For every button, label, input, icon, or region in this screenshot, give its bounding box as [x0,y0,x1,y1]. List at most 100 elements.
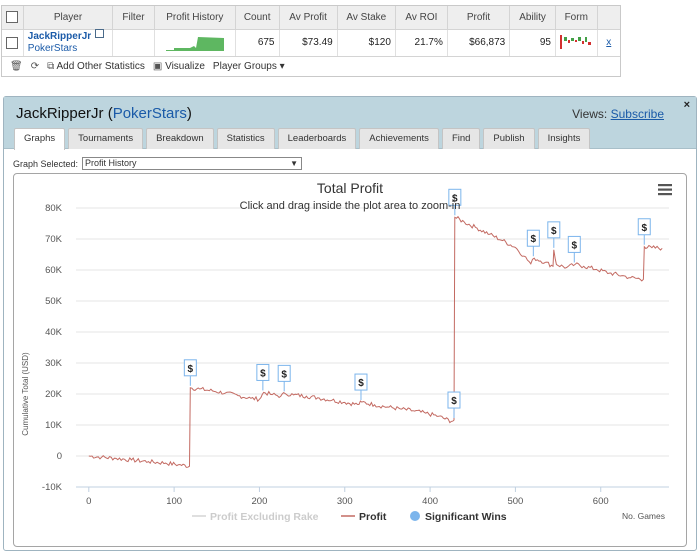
y-tick-label: 80K [45,203,63,214]
close-icon[interactable]: × [683,99,690,111]
subscribe-link[interactable]: Subscribe [610,107,664,121]
views-area: Views: Subscribe [572,107,664,121]
x-tick-label: 600 [593,496,609,507]
form-bars-chart [560,35,592,49]
panel-title: JackRipperJr (PokerStars) [16,105,192,122]
tab-insights[interactable]: Insights [537,128,591,149]
chart-menu-icon[interactable] [658,184,672,196]
profit-series-line [88,215,663,468]
player-groups-dropdown[interactable]: Player Groups ▾ [213,61,285,72]
graph-select-dropdown[interactable]: Profit History ▼ [82,157,303,170]
legend-item-profit[interactable]: Profit [341,511,387,523]
count-cell: 675 [235,29,280,57]
significant-win-marker[interactable]: $ [277,364,291,392]
player-site-link[interactable]: PokerStars [27,42,78,54]
panel-title-site-link[interactable]: PokerStars [112,105,187,122]
chart-container[interactable]: -10K 0 10K 20K 30K 40K 50K 60K 70K 80K 0 100 200 300… [13,173,687,547]
y-axis-label: Cumulative Total (USD) [21,352,30,436]
add-stats-button[interactable]: ⧉ Add Other Statistics [47,61,145,72]
y-tick-label: 30K [45,358,63,369]
tab-leaderboards[interactable]: Leaderboards [277,128,357,149]
select-all-header[interactable] [2,6,24,30]
x-axis-label: No. Games [622,511,665,521]
chart-subtitle: Click and drag inside the plot area to z… [240,200,461,212]
legend-label-excluding-rake: Profit Excluding Rake [210,511,319,523]
panel-tabs: Graphs Tournaments Breakdown Statistics … [14,128,591,150]
legend-item-excluding-rake[interactable]: Profit Excluding Rake [192,511,319,523]
remove-row-link[interactable]: x [606,37,612,48]
significant-win-label: $ [452,193,458,204]
delete-icon[interactable]: 🗑 [10,61,23,72]
col-av-profit[interactable]: Av Profit [279,6,338,30]
y-tick-label: -10K [42,482,63,493]
x-tick-label: 0 [86,496,91,507]
significant-win-marker[interactable]: $ [447,391,461,419]
add-stats-label: Add Other Statistics [56,61,145,72]
significant-win-label: $ [260,368,266,379]
significant-win-marker[interactable]: $ [567,235,581,263]
select-all-checkbox[interactable] [6,11,19,24]
col-av-stake[interactable]: Av Stake [337,6,396,30]
y-tick-label: 0 [57,451,62,462]
significant-win-label: $ [641,223,647,234]
col-ability[interactable]: Ability [509,6,556,30]
row-checkbox[interactable] [6,36,19,49]
significant-win-marker[interactable]: $ [256,363,270,391]
significant-win-marker[interactable]: $ [183,359,197,386]
sparkline-chart [165,37,224,51]
profit-history-sparkline[interactable] [154,29,236,57]
graph-selector: Graph Selected: Profit History ▼ [13,157,303,170]
profit-chart[interactable]: -10K 0 10K 20K 30K 40K 50K 60K 70K 80K 0 100 200 300… [14,174,686,546]
tab-graphs[interactable]: Graphs [14,128,66,150]
col-form[interactable]: Form [555,6,598,30]
legend-label-significant-wins: Significant Wins [425,511,507,523]
player-summary-table: Player Filter Profit History Count Av Pr… [1,5,621,77]
player-name-link[interactable]: JackRipperJr [27,30,92,42]
row-checkbox-cell[interactable] [2,29,24,57]
player-groups-label: Player Groups [212,61,277,72]
filter-cell[interactable] [112,29,155,57]
refresh-icon[interactable]: ⟳ [30,61,40,72]
summary-toolbar: 🗑 ⟳ ⧉ Add Other Statistics ▣ Visualize P… [2,57,620,77]
chart-legend: Profit Excluding Rake Profit Significant… [192,511,507,523]
legend-item-significant-wins[interactable]: Significant Wins [410,511,507,523]
significant-win-label: $ [358,378,364,389]
tab-find[interactable]: Find [441,128,481,149]
significant-win-marker[interactable]: $ [354,373,368,401]
col-player[interactable]: Player [23,6,114,30]
av-roi-cell: 21.7% [395,29,448,57]
views-label: Views: [572,107,608,121]
chevron-down-icon: ▼ [290,159,299,168]
tab-achievements[interactable]: Achievements [359,128,439,149]
player-profile-icon[interactable] [95,29,105,39]
form-cell [555,29,598,57]
col-count[interactable]: Count [235,6,280,30]
tab-publish[interactable]: Publish [483,128,535,149]
y-tick-label: 60K [45,265,63,276]
tab-tournaments[interactable]: Tournaments [68,128,144,149]
col-remove [597,6,620,30]
visualize-label: Visualize [165,61,205,72]
x-tick-label: 100 [166,496,182,507]
significant-win-marker[interactable]: $ [547,221,561,248]
legend-label-profit: Profit [359,511,387,523]
y-tick-label: 40K [45,327,63,338]
remove-row-cell[interactable]: x [597,29,620,57]
col-profit-history[interactable]: Profit History [154,6,236,30]
significant-win-label: $ [572,240,578,251]
profit-cell: $66,873 [447,29,511,57]
graph-selected-label: Graph Selected: [13,158,79,169]
col-av-roi[interactable]: Av ROI [395,6,448,30]
tab-breakdown[interactable]: Breakdown [146,128,214,149]
visualize-button[interactable]: ▣ Visualize [153,61,205,72]
significant-win-label: $ [531,234,537,245]
significant-win-marker[interactable]: $ [637,218,651,245]
tab-statistics[interactable]: Statistics [216,128,275,149]
col-profit[interactable]: Profit [447,6,511,30]
chevron-down-icon: ▾ [279,61,285,72]
col-filter[interactable]: Filter [112,6,155,30]
significant-win-marker[interactable]: $ [526,229,540,257]
add-stats-icon: ⧉ [47,61,55,72]
y-tick-label: 20K [45,389,63,400]
significant-win-marker[interactable]: $ [448,188,462,216]
